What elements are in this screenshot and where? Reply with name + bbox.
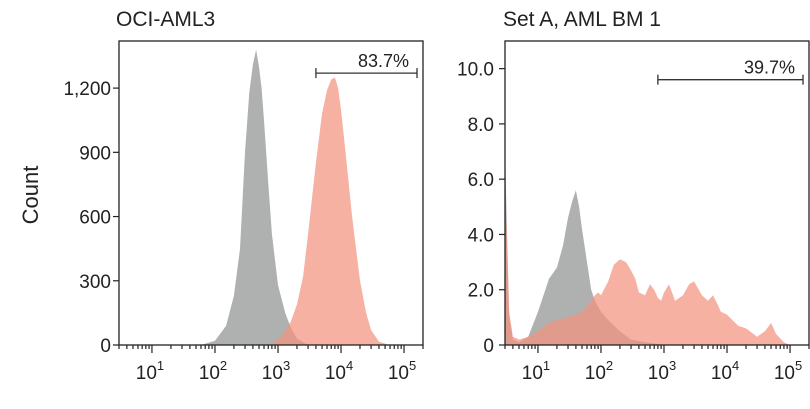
y-tick-label: 0 [483, 336, 494, 357]
y-tick-label: 0 [100, 336, 111, 357]
panel-title: Set A, AML BM 1 [503, 8, 661, 31]
y-tick-label: 10.0 [457, 60, 494, 81]
series-red-area-panel-1 [271, 77, 390, 346]
series-gray-area-panel-1 [201, 49, 309, 345]
series-gray-area-panel-2 [505, 151, 664, 345]
x-tick-label: 104 [711, 358, 739, 384]
y-tick-label: 600 [79, 208, 111, 229]
x-tick-label: 104 [325, 358, 353, 384]
gate-percentage-label: 39.7% [744, 58, 795, 78]
y-tick-label: 4.0 [468, 225, 494, 246]
plot-frame [504, 40, 810, 346]
x-tick-label: 103 [262, 358, 290, 384]
histogram-panel-2: Set A, AML BM 1 0 2.0 4.0 6.0 8.0 10.0 101 102 10… [457, 8, 810, 384]
x-tick-label: 101 [136, 358, 164, 384]
panel-title: OCI-AML3 [116, 8, 215, 31]
histogram-panel-1: OCI-AML3 0 300 600 900 1,200 101 102 103 104 105 83… [18, 8, 424, 384]
y-tick-label: 1,200 [63, 79, 111, 100]
x-tick-label: 105 [774, 358, 802, 384]
y-tick-label: 8.0 [468, 115, 494, 136]
x-tick-label: 102 [199, 358, 227, 384]
x-tick-label: 105 [388, 358, 416, 384]
y-tick-label: 2.0 [468, 281, 494, 302]
y-tick-label: 300 [79, 272, 111, 293]
gate-percentage-label: 83.7% [358, 51, 409, 71]
y-tick-label: 6.0 [468, 170, 494, 191]
x-tick-label: 102 [585, 358, 613, 384]
x-tick-label: 103 [648, 358, 676, 384]
x-tick-label: 101 [522, 358, 550, 384]
y-tick-label: 900 [79, 143, 111, 164]
y-axis-title: Count [18, 166, 43, 225]
plot-frame [118, 40, 424, 346]
series-red-area-panel-2 [505, 179, 790, 345]
